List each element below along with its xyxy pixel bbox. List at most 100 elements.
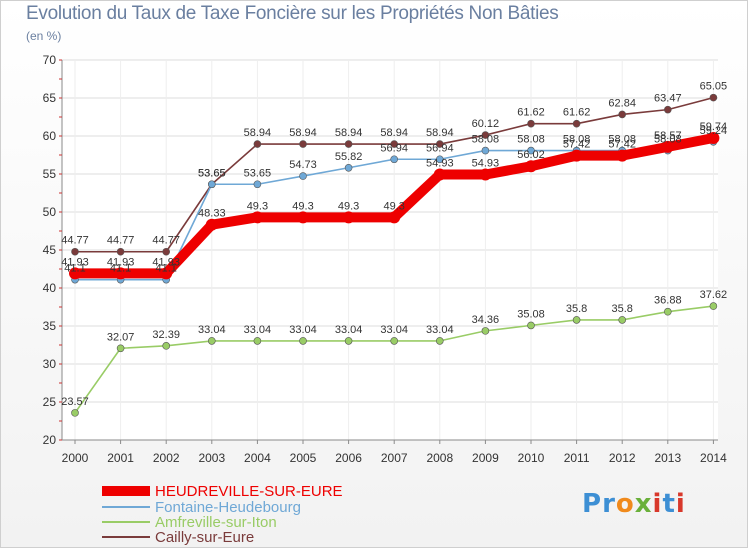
y-tick-label: 45 [43, 243, 57, 257]
data-point [342, 211, 355, 224]
data-point [707, 131, 720, 144]
data-label: 33.04 [426, 324, 454, 336]
logo-letter: o [615, 489, 635, 519]
data-label: 55.82 [335, 151, 363, 163]
data-label: 49.3 [247, 200, 268, 212]
chart-title: Evolution du Taux de Taxe Foncière sur l… [26, 3, 559, 24]
data-label: 35.8 [611, 303, 632, 315]
data-point [71, 409, 79, 417]
data-label: 58.08 [472, 134, 500, 146]
data-label: 49.3 [292, 200, 313, 212]
data-label: 23.57 [61, 396, 89, 408]
data-label: 61.62 [517, 107, 545, 119]
x-tick-label: 2011 [564, 451, 590, 465]
data-label: 59.24 [700, 125, 728, 137]
data-point [527, 321, 535, 330]
data-label: 34.36 [472, 314, 500, 326]
logo-letter: x [634, 489, 653, 519]
data-label: 36.88 [654, 295, 682, 307]
data-label: 58.08 [608, 134, 636, 146]
data-label: 41.93 [107, 256, 135, 268]
data-label: 58.08 [563, 134, 591, 146]
data-point [162, 342, 170, 350]
y-tick-label: 25 [43, 395, 57, 409]
data-point [251, 211, 264, 224]
data-label: 62.84 [608, 97, 636, 109]
x-tick-label: 2005 [290, 451, 317, 465]
data-point [572, 316, 581, 324]
data-point [479, 168, 492, 181]
data-label: 41.1 [155, 263, 176, 275]
data-label: 53.65 [244, 167, 272, 179]
x-tick-label: 2012 [609, 451, 636, 465]
x-tick-label: 2000 [62, 451, 89, 465]
data-point [299, 140, 307, 148]
data-label: 44.77 [152, 235, 180, 247]
data-label: 63.47 [654, 93, 682, 105]
proxiti-logo: Proxiti [582, 489, 686, 519]
y-tick-label: 30 [43, 357, 57, 371]
data-point [160, 267, 173, 280]
data-point [205, 218, 218, 231]
data-label: 48.33 [198, 208, 226, 220]
x-tick-label: 2004 [244, 451, 271, 465]
data-label: 65.05 [700, 81, 728, 93]
data-label: 32.39 [152, 329, 180, 341]
series-3 [71, 302, 718, 417]
x-tick-label: 2003 [198, 451, 225, 465]
x-tick-label: 2002 [153, 451, 180, 465]
logo-letter: r [602, 489, 616, 519]
data-point [618, 316, 627, 324]
data-point [616, 149, 629, 162]
data-label: 58.94 [244, 127, 272, 139]
x-tick-label: 2008 [426, 451, 453, 465]
data-label: 56.94 [426, 142, 454, 154]
data-point [572, 119, 581, 128]
data-point [525, 160, 537, 173]
data-point [390, 140, 399, 148]
data-label: 41.1 [64, 263, 85, 275]
data-point [709, 302, 718, 310]
data-label: 59.74 [700, 121, 728, 133]
y-tick-label: 50 [43, 205, 57, 219]
data-label: 33.04 [335, 324, 363, 336]
series-4 [71, 93, 718, 256]
data-point [299, 172, 307, 180]
data-point [69, 267, 81, 280]
data-point [162, 247, 170, 256]
data-label: 58.57 [654, 130, 682, 142]
data-point [481, 146, 490, 155]
y-tick-label: 20 [43, 433, 57, 447]
data-label: 33.04 [380, 324, 408, 336]
x-tick-label: 2013 [654, 451, 681, 465]
x-tick-label: 2009 [472, 451, 499, 465]
x-tick-label: 2007 [381, 451, 408, 465]
data-point [253, 337, 262, 345]
y-tick-label: 60 [43, 129, 57, 143]
x-tick-label: 2006 [335, 451, 362, 465]
y-tick-label: 40 [43, 281, 57, 295]
data-label: 54.73 [289, 159, 317, 171]
data-label: 54.93 [472, 158, 500, 170]
data-label: 32.07 [107, 331, 135, 343]
data-label: 41.93 [152, 256, 180, 268]
data-point [114, 267, 127, 280]
data-point [618, 110, 627, 119]
data-point [208, 337, 216, 345]
data-label: 58.94 [426, 127, 454, 139]
data-label: 61.62 [563, 107, 591, 119]
data-label: 41.1 [110, 263, 131, 275]
data-label: 53.65 [198, 167, 226, 179]
logo-letter: i [675, 489, 686, 519]
data-point [527, 146, 535, 155]
data-point [570, 149, 583, 162]
data-label: 44.77 [107, 235, 135, 247]
data-label: 49.3 [383, 200, 404, 212]
legend-label: Amfreville-sur-Iton [155, 514, 277, 531]
data-point [116, 247, 125, 256]
logo-letter: t [662, 489, 676, 519]
data-label: 60.12 [472, 118, 500, 130]
data-label: 58.94 [380, 127, 408, 139]
data-label: 54.93 [426, 158, 454, 170]
